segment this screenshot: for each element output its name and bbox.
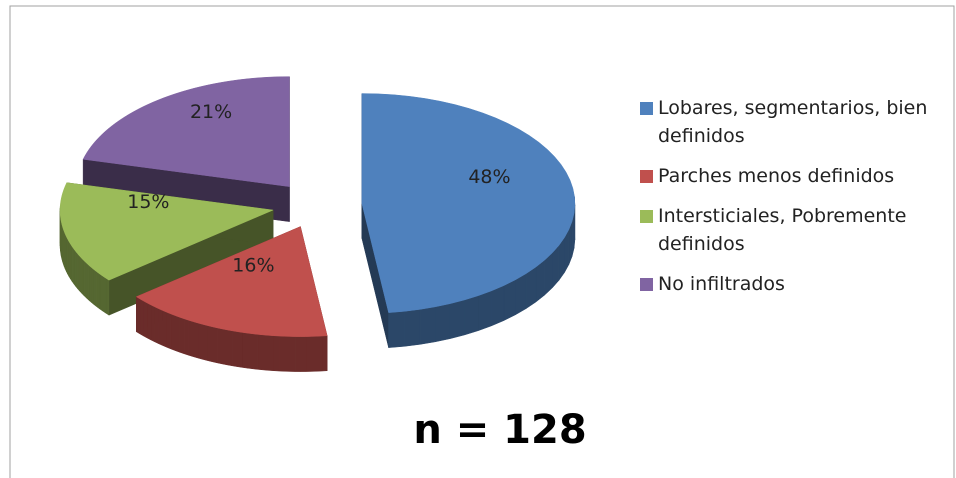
legend-entry: Parches menos definidos bbox=[640, 162, 940, 190]
slice-side bbox=[535, 259, 545, 303]
slice-side bbox=[247, 332, 253, 370]
slice-side bbox=[207, 325, 213, 363]
legend-swatch bbox=[640, 170, 653, 183]
slice-side bbox=[404, 309, 421, 347]
slice-side bbox=[231, 330, 238, 367]
slice-side bbox=[88, 264, 92, 304]
slice-side bbox=[221, 328, 228, 366]
slice-side bbox=[102, 275, 107, 314]
legend-entry: No infiltrados bbox=[640, 270, 940, 298]
slice-side bbox=[464, 295, 479, 336]
slice-side bbox=[91, 267, 95, 306]
slice-side bbox=[503, 279, 516, 321]
slice-side bbox=[321, 335, 328, 372]
slice-side bbox=[79, 255, 83, 295]
slice-side bbox=[174, 315, 180, 353]
slice-side bbox=[96, 271, 101, 310]
slice-side bbox=[310, 336, 317, 372]
slice-side bbox=[86, 262, 90, 301]
slice-side bbox=[139, 298, 144, 337]
annotation: n = 128 bbox=[413, 407, 586, 453]
slice-top bbox=[361, 93, 576, 313]
legend-label: No infiltrados bbox=[658, 273, 785, 295]
legend: Lobares, segmentarios, bien definidos Par… bbox=[640, 94, 940, 310]
legend-swatch bbox=[640, 278, 653, 291]
slice-side bbox=[143, 300, 148, 339]
slice-side bbox=[257, 334, 264, 371]
slice-side bbox=[162, 310, 167, 348]
slice-side bbox=[71, 245, 75, 285]
slice-side bbox=[150, 304, 155, 343]
data-label: 48% bbox=[468, 166, 510, 188]
slice-side bbox=[242, 332, 248, 369]
legend-label: Intersticiales, Pobremente definidos bbox=[658, 205, 907, 255]
legend-label: Parches menos definidos bbox=[658, 165, 895, 187]
slice-side bbox=[183, 318, 189, 356]
slice-top bbox=[82, 76, 290, 187]
legend-label: Lobares, segmentarios, bien definidos bbox=[658, 97, 928, 147]
slice-side bbox=[419, 306, 436, 345]
data-label: 16% bbox=[232, 254, 274, 276]
slice-side bbox=[515, 273, 527, 316]
slice-side bbox=[99, 273, 104, 312]
slice-side bbox=[83, 260, 87, 299]
slice-side bbox=[202, 323, 208, 361]
slice-side bbox=[449, 299, 465, 339]
slice-side bbox=[289, 336, 296, 372]
slice-side bbox=[236, 331, 243, 368]
legend-entry: Lobares, segmentarios, bien definidos bbox=[640, 94, 940, 150]
slice-side bbox=[188, 319, 194, 357]
slice-side bbox=[478, 290, 492, 332]
slice bbox=[59, 182, 275, 316]
slice-side bbox=[192, 321, 199, 359]
slice-side bbox=[273, 335, 280, 372]
slice bbox=[135, 226, 328, 372]
slice-side bbox=[81, 257, 85, 297]
slice-side bbox=[300, 336, 307, 372]
slice-side bbox=[93, 269, 98, 308]
slice-side bbox=[179, 316, 185, 355]
slice-side bbox=[73, 248, 76, 288]
slice-side bbox=[262, 334, 269, 371]
data-label: 21% bbox=[190, 101, 232, 123]
legend-swatch bbox=[640, 210, 653, 223]
slice-side bbox=[158, 308, 163, 346]
slice-side bbox=[305, 336, 312, 372]
slice-side bbox=[226, 329, 233, 367]
slice-side bbox=[388, 311, 405, 348]
slice-side bbox=[268, 335, 274, 372]
slice-side bbox=[316, 335, 323, 372]
slice-side bbox=[77, 253, 80, 292]
slice-side bbox=[278, 335, 285, 372]
slice-side bbox=[105, 277, 110, 316]
slice bbox=[361, 93, 576, 348]
slice-side bbox=[435, 303, 451, 343]
slice-side bbox=[154, 306, 159, 345]
slice-side bbox=[136, 296, 141, 335]
slice-side bbox=[146, 302, 152, 341]
slice-side bbox=[211, 326, 218, 364]
slice-side bbox=[491, 285, 505, 327]
legend-entry: Intersticiales, Pobremente definidos bbox=[640, 202, 940, 258]
slice-top bbox=[59, 182, 275, 281]
slice-side bbox=[197, 322, 203, 360]
slice-side bbox=[170, 313, 176, 351]
data-label: 15% bbox=[127, 191, 169, 213]
slice-side bbox=[166, 311, 172, 350]
frame bbox=[9, 5, 955, 478]
slice-side bbox=[525, 266, 537, 310]
slice-side bbox=[252, 333, 259, 370]
slice-side bbox=[284, 336, 290, 372]
slice-side bbox=[75, 250, 78, 290]
slice-top bbox=[135, 226, 328, 337]
slice-side bbox=[216, 327, 223, 365]
legend-swatch bbox=[640, 102, 653, 115]
slice-side bbox=[294, 336, 301, 372]
